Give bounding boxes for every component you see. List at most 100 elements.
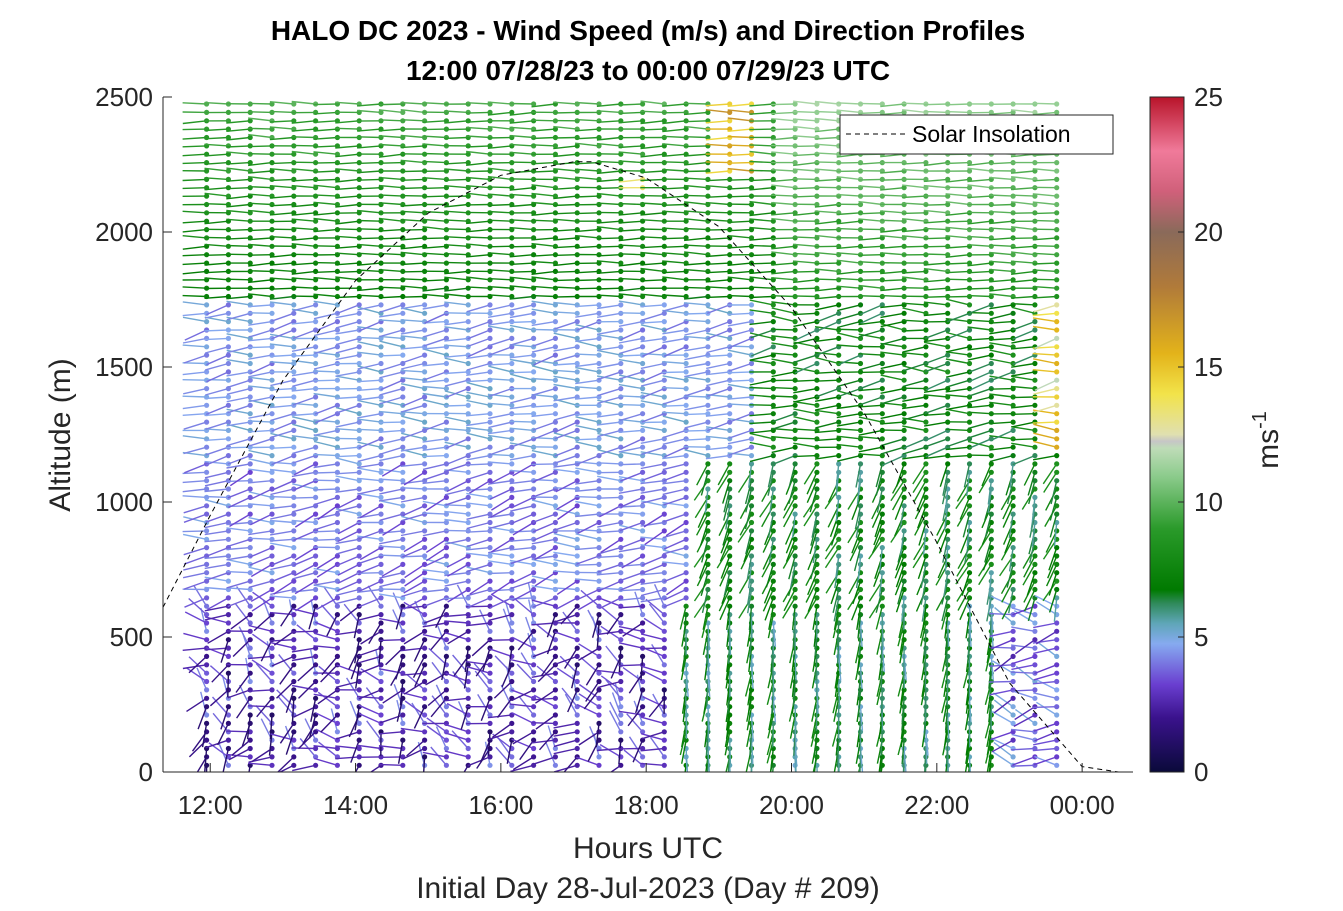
wind-barb-shaft [422,177,447,181]
wind-barb-point [574,436,580,442]
wind-barb-shaft [291,471,316,478]
wind-barb-point [683,118,689,124]
wind-barb-shaft [444,538,469,545]
wind-barb-shaft [337,572,360,585]
wind-barb-shaft [226,145,251,148]
wind-barb-point [443,637,449,643]
wind-barb-point [836,419,842,425]
wind-barb-point [705,553,711,559]
wind-barb-shaft [706,681,709,706]
wind-barb-point [422,645,428,651]
wind-barb-shaft [291,371,316,377]
wind-barb-point [596,762,602,768]
wind-barb-point [465,745,471,752]
wind-barb-shaft [469,480,491,494]
wind-barb-shaft [269,714,273,740]
wind-barb-shaft [204,495,229,499]
wind-barb-point [509,436,515,442]
wind-barb-shaft [400,285,425,289]
wind-barb-shaft [357,351,382,356]
wind-barb-point [465,453,471,459]
wind-barb-point [640,712,646,718]
wind-barb-shaft [313,300,338,306]
wind-barb-shaft [379,371,403,379]
wind-barb-shaft [403,601,425,616]
wind-barb-point [748,553,755,559]
wind-barb-shaft [277,696,295,716]
wind-barb-shaft [574,287,600,290]
wind-barb-point [291,268,297,274]
wind-barb-point [487,536,493,542]
wind-barb-shaft [662,387,687,390]
wind-barb-shaft [220,706,230,730]
wind-barb-shaft [205,546,229,558]
wind-barb-shaft [204,143,229,147]
wind-barb-shaft [422,399,447,406]
wind-barb-point [269,620,275,626]
wind-barb-shaft [403,538,425,553]
wind-barb-point [313,344,319,350]
wind-barb-point [509,494,515,500]
wind-barb-point [552,386,559,392]
wind-barb-point [378,436,384,442]
wind-barb-shaft [313,201,338,206]
wind-barb-shaft [356,252,382,256]
wind-barb-shaft [487,714,512,719]
wind-barb-shaft [357,306,382,314]
wind-barb-point [400,277,406,283]
wind-barb-shaft [249,488,273,501]
wind-barb-point [356,419,362,425]
wind-barb-point [378,118,384,124]
wind-barb-shaft [422,500,447,507]
wind-barb-shaft [346,677,360,699]
wind-barb-point [509,327,515,333]
wind-barb-shaft [509,270,534,273]
wind-barb-point [661,511,667,517]
wind-barb-point [334,293,340,300]
wind-barb-point [204,603,210,609]
wind-barb-point [422,637,428,643]
wind-barb-point [225,201,231,208]
wind-barb-shaft [335,203,360,208]
wind-barb-point [204,545,210,551]
wind-barb-point [247,645,253,651]
wind-barb-point [356,494,362,500]
wind-barb-shaft [466,150,491,155]
wind-barb-shaft [285,731,295,755]
wind-barb-shaft [466,666,491,674]
wind-barb-shaft [814,186,839,189]
wind-barb-shaft [618,312,643,314]
wind-barb-point [727,469,733,475]
wind-barb-point [247,185,253,191]
wind-barb-shaft [204,236,229,239]
wind-barb-point [814,511,820,517]
wind-barb-point [661,528,667,534]
wind-barb-shaft [248,480,273,484]
wind-barb-shaft [422,588,447,593]
wind-barb-point [574,469,580,475]
wind-barb-point [748,285,755,291]
wind-barb-shaft [317,505,338,521]
wind-barb-shaft [313,228,338,233]
wind-barb-point [291,444,297,450]
wind-barb-point [552,377,559,383]
wind-barb-point [552,687,559,693]
wind-barb-shaft [378,429,403,433]
wind-barb-point [531,628,537,634]
wind-barb-point [683,453,689,459]
wind-barb-shaft [705,228,730,231]
wind-barb-point [334,561,340,568]
wind-barb-point [334,419,340,425]
wind-barb-point [574,586,580,593]
wind-barb-point [313,511,319,517]
wind-barb-shaft [444,210,469,214]
wind-barb-point [683,411,689,417]
wind-barb-point [443,252,449,258]
wind-barb-shaft [205,346,229,354]
wind-barb-point [487,335,493,341]
wind-barb-point [313,637,319,643]
wind-barb-shaft [487,639,512,641]
wind-barb-shaft [247,705,273,708]
wind-barb-point [487,444,493,450]
wind-barb-point [465,319,471,325]
